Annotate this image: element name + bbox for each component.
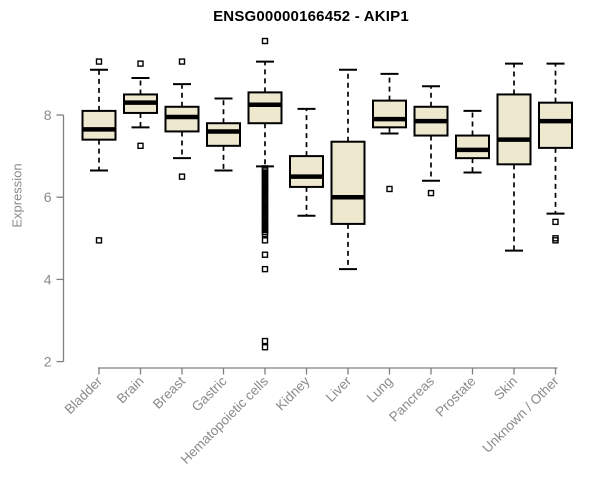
- outlier-point: [427, 189, 435, 197]
- x-category-label: Bladder: [62, 373, 106, 417]
- x-category-label: Breast: [150, 373, 188, 411]
- y-tick-label: 4: [44, 271, 52, 287]
- chart-title: ENSG00000166452 - AKIP1: [213, 8, 409, 25]
- outlier-point: [261, 251, 269, 258]
- y-tick-label: 8: [44, 107, 52, 123]
- iqr-box: [455, 134, 490, 160]
- iqr-box: [538, 101, 573, 149]
- box-bladder: [81, 58, 117, 244]
- outlier-point: [261, 230, 269, 238]
- outlier-point: [95, 58, 103, 65]
- outlier-point: [261, 344, 269, 351]
- outlier-point: [178, 173, 186, 180]
- x-category-label: Gastric: [189, 373, 230, 414]
- x-category-label: Liver: [323, 373, 355, 405]
- y-tick-label: 2: [44, 354, 52, 370]
- box-hematopoietic-cells: [247, 37, 283, 351]
- outlier-point: [261, 237, 269, 244]
- iqr-box: [206, 122, 241, 147]
- box-unknown-other: [538, 62, 573, 244]
- outlier-point: [261, 265, 269, 273]
- iqr-box: [289, 155, 324, 188]
- iqr-box: [247, 91, 283, 125]
- x-category-label: Unknown / Other: [479, 373, 562, 456]
- x-category-label: Brain: [114, 374, 147, 407]
- outlier-point: [95, 237, 103, 244]
- outlier-point: [137, 142, 144, 150]
- outlier-point: [261, 37, 269, 45]
- outlier-point: [386, 185, 393, 193]
- box-prostate: [455, 109, 490, 174]
- iqr-box: [81, 109, 117, 141]
- box-kidney: [289, 107, 324, 217]
- iqr-box: [372, 99, 407, 129]
- outlier-point: [552, 237, 559, 244]
- outlier-point: [552, 218, 559, 226]
- box-liver: [330, 68, 366, 271]
- iqr-box: [496, 93, 532, 166]
- box-lung: [372, 72, 407, 193]
- x-category-label: Pancreas: [386, 373, 437, 424]
- box-pancreas: [413, 85, 449, 197]
- x-category-label: Lung: [364, 374, 396, 406]
- x-category-label: Prostate: [432, 374, 478, 420]
- outlier-point: [137, 60, 144, 67]
- outlier-point: [261, 337, 269, 345]
- y-tick-label: 6: [44, 189, 52, 205]
- y-axis: 2 4 6 8: [44, 107, 65, 370]
- x-category-label: Skin: [491, 374, 520, 403]
- x-category-label: Kidney: [273, 373, 313, 413]
- box-breast: [164, 58, 200, 180]
- iqr-box: [330, 140, 366, 225]
- outlier-point: [178, 58, 186, 65]
- box-gastric: [206, 97, 241, 172]
- box-brain: [123, 60, 158, 150]
- box-skin: [496, 62, 532, 252]
